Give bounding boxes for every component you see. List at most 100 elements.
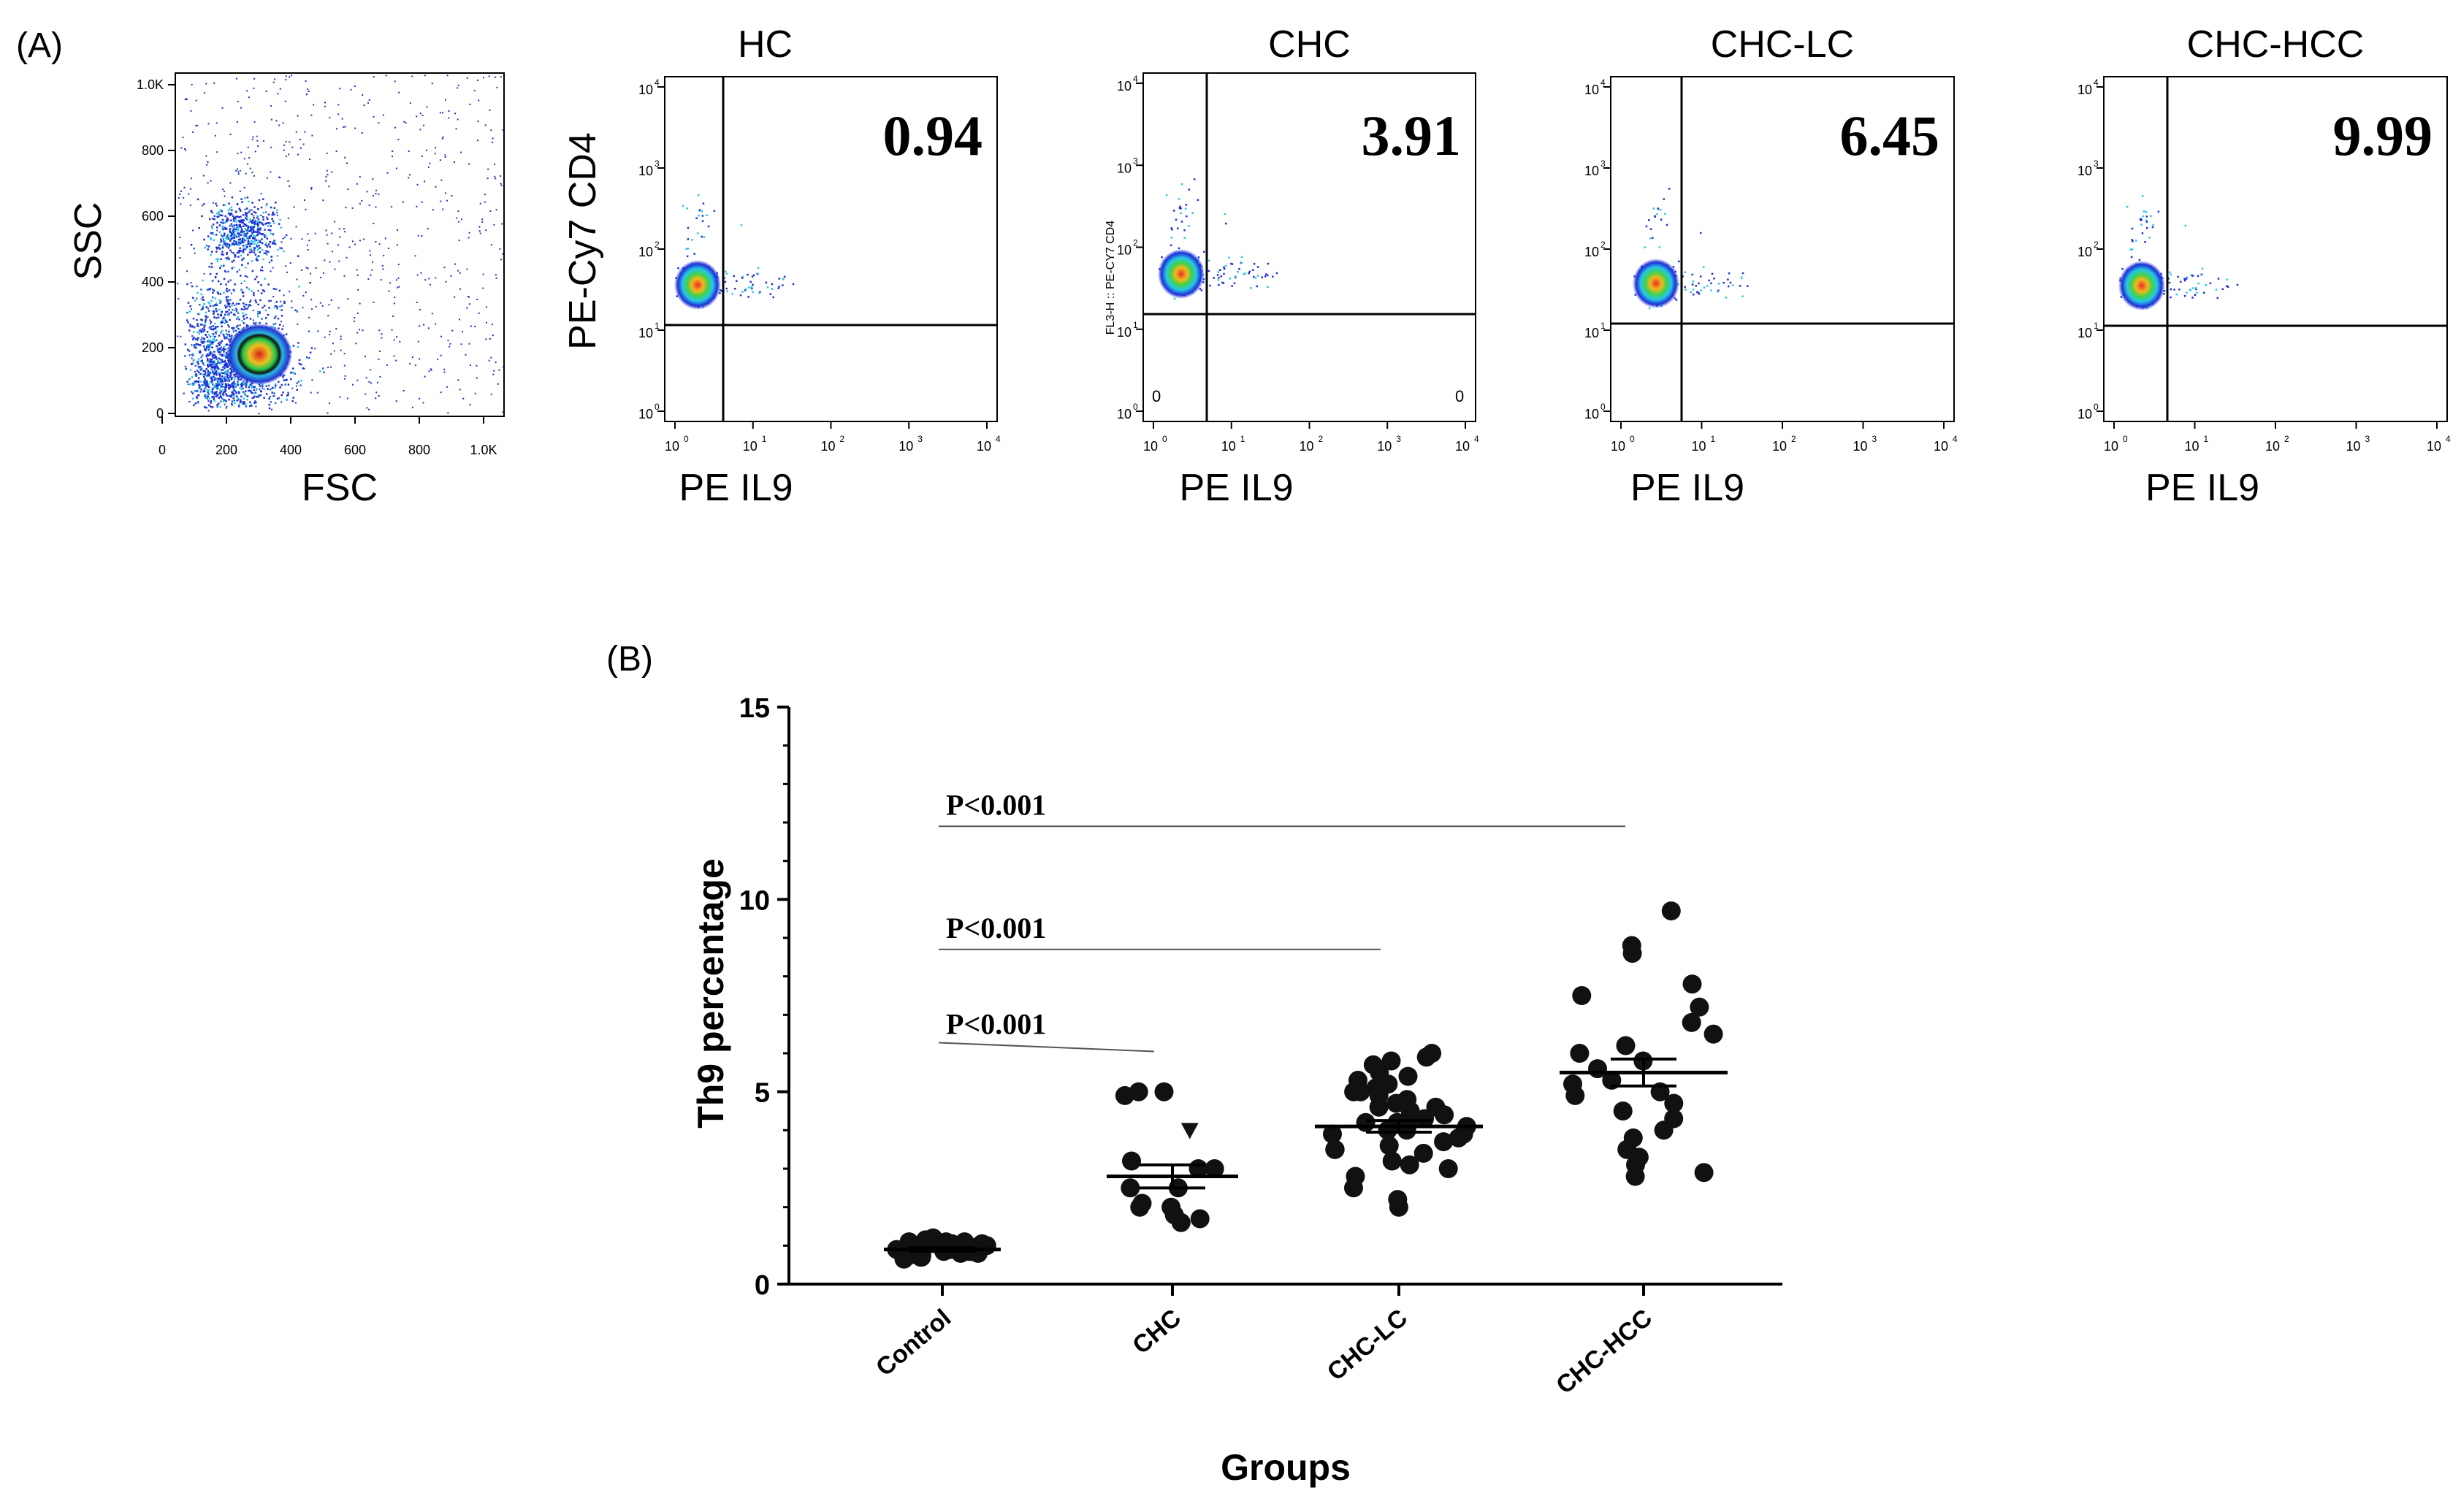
- log-y-tick-exponent: 3: [1133, 156, 1138, 166]
- gating-x-tick-label: 200: [215, 443, 237, 457]
- comparison-label: P<0.001: [946, 912, 1046, 944]
- x-tick-label: Control: [871, 1304, 956, 1382]
- flow-plot-title: CHC: [1268, 23, 1351, 66]
- flow-plot-title: CHC-LC: [1711, 23, 1854, 66]
- log-x-tick-label: 10: [1299, 439, 1313, 454]
- log-y-tick-label: 10: [1584, 407, 1599, 421]
- log-x-tick-exponent: 2: [1319, 434, 1324, 444]
- log-y-tick-exponent: 2: [1133, 238, 1138, 248]
- data-point: [1130, 1197, 1150, 1217]
- data-point: [1616, 1036, 1636, 1055]
- data-point: [1344, 1082, 1364, 1101]
- gating-density-cloud: [177, 75, 504, 415]
- data-point: [1570, 1044, 1590, 1063]
- log-y-tick-exponent: 0: [1600, 402, 1606, 412]
- panel-a-label: (A): [16, 26, 63, 65]
- flow-plot-x-label: PE IL9: [1630, 467, 1744, 509]
- log-y-tick-label: 10: [1584, 164, 1599, 178]
- data-point: [1122, 1151, 1141, 1171]
- data-point: [1400, 1155, 1419, 1175]
- gating-y-tick-label: 200: [142, 340, 164, 355]
- log-x-tick-label: 10: [665, 439, 679, 454]
- flow-plot-y-label: PE-Cy7 CD4: [562, 132, 604, 350]
- log-x-tick-label: 10: [2104, 439, 2118, 454]
- log-y-tick-exponent: 3: [2094, 159, 2099, 169]
- log-y-tick-exponent: 2: [2094, 240, 2099, 250]
- gating-y-label: SSC: [67, 202, 110, 280]
- log-x-tick-exponent: 2: [2284, 434, 2289, 444]
- log-x-tick-exponent: 1: [1240, 434, 1245, 444]
- log-y-tick-label: 10: [2077, 326, 2092, 340]
- log-x-tick-label: 10: [820, 439, 835, 454]
- log-x-tick-exponent: 4: [1953, 434, 1958, 444]
- log-y-tick-label: 10: [1117, 161, 1132, 175]
- log-y-tick-label: 10: [638, 83, 653, 97]
- log-y-tick-label: 10: [2077, 245, 2092, 259]
- data-point: [1389, 1197, 1408, 1217]
- log-y-tick-exponent: 0: [2094, 402, 2099, 412]
- data-point: [1572, 986, 1592, 1005]
- comparison-label: P<0.001: [946, 788, 1046, 821]
- gating-plot-frame: [175, 72, 505, 417]
- th9-chart: 0 5 10 15 Control CHC CHC-LC CHC-HCC P<0.001 P<…: [690, 693, 1782, 1488]
- data-point: [1386, 1093, 1406, 1113]
- data-point: [1413, 1143, 1433, 1163]
- log-x-tick-exponent: 1: [1711, 434, 1716, 444]
- data-point: [1654, 1120, 1674, 1140]
- data-point: [1121, 1178, 1140, 1198]
- x-tick-label: CHC-HCC: [1551, 1304, 1657, 1400]
- data-point: [1325, 1139, 1345, 1159]
- log-x-tick-label: 10: [1772, 439, 1787, 454]
- gating-x-tick-label: 0: [159, 443, 166, 457]
- y-axis-title: Th9 percentage: [690, 858, 731, 1129]
- data-point: [1438, 1159, 1458, 1178]
- log-x-tick-exponent: 1: [762, 434, 767, 444]
- flow-plot-percentage: 3.91: [1362, 104, 1462, 167]
- data-point: [1613, 1101, 1633, 1120]
- log-y-tick-label: 10: [2077, 164, 2092, 178]
- log-x-tick-exponent: 0: [2123, 434, 2128, 444]
- gating-x-tick-label: 800: [408, 443, 430, 457]
- log-y-tick-label: 10: [638, 326, 653, 340]
- log-y-tick-label: 10: [1117, 243, 1132, 258]
- flow-plot-percentage: 6.45: [1840, 104, 1940, 167]
- gating-x-label: FSC: [302, 467, 378, 509]
- quadrant-count-label: 0: [1455, 387, 1464, 405]
- data-point: [1382, 1151, 1402, 1171]
- log-x-tick-exponent: 1: [2204, 434, 2209, 444]
- density-core: [674, 260, 721, 310]
- log-y-tick-exponent: 2: [1600, 240, 1606, 250]
- log-y-tick-label: 10: [638, 164, 653, 178]
- log-x-tick-exponent: 2: [840, 434, 845, 444]
- comparison-line: [938, 1042, 1155, 1053]
- data-point: [1682, 1012, 1701, 1032]
- flow-plot-x-label: PE IL9: [2145, 467, 2259, 509]
- gating-x-tick-label: 600: [344, 443, 366, 457]
- y-tick-label: 15: [739, 693, 770, 724]
- log-y-tick-label: 10: [638, 245, 653, 259]
- log-x-tick-label: 10: [743, 439, 758, 454]
- flow-plot-x-label: PE IL9: [1179, 467, 1293, 509]
- log-x-tick-exponent: 4: [2446, 434, 2451, 444]
- data-point: [1694, 1163, 1714, 1183]
- x-tick-label: CHC-LC: [1322, 1304, 1413, 1386]
- data-point: [1344, 1178, 1363, 1198]
- log-x-tick-exponent: 0: [1630, 434, 1635, 444]
- log-y-tick-exponent: 1: [1600, 321, 1606, 331]
- data-point: [1661, 901, 1681, 921]
- log-x-tick-label: 10: [2346, 439, 2360, 454]
- data-point: [1415, 1109, 1435, 1129]
- data-point: [1625, 1167, 1645, 1186]
- log-x-tick-label: 10: [1611, 439, 1625, 454]
- gating-plot: 0 200 400 600 800 1.0K 0 200 400 600 800 1.0K FSC S…: [67, 72, 505, 509]
- log-x-tick-exponent: 3: [1872, 434, 1877, 444]
- gated-lymphocyte-population: [226, 324, 292, 385]
- data-point: [1154, 1082, 1174, 1101]
- log-y-tick-label: 10: [1117, 79, 1132, 93]
- data-point: [1171, 1213, 1191, 1232]
- gating-y-tick-label: 400: [142, 275, 164, 289]
- data-point: [1703, 1024, 1723, 1044]
- data-point: [1381, 1051, 1401, 1071]
